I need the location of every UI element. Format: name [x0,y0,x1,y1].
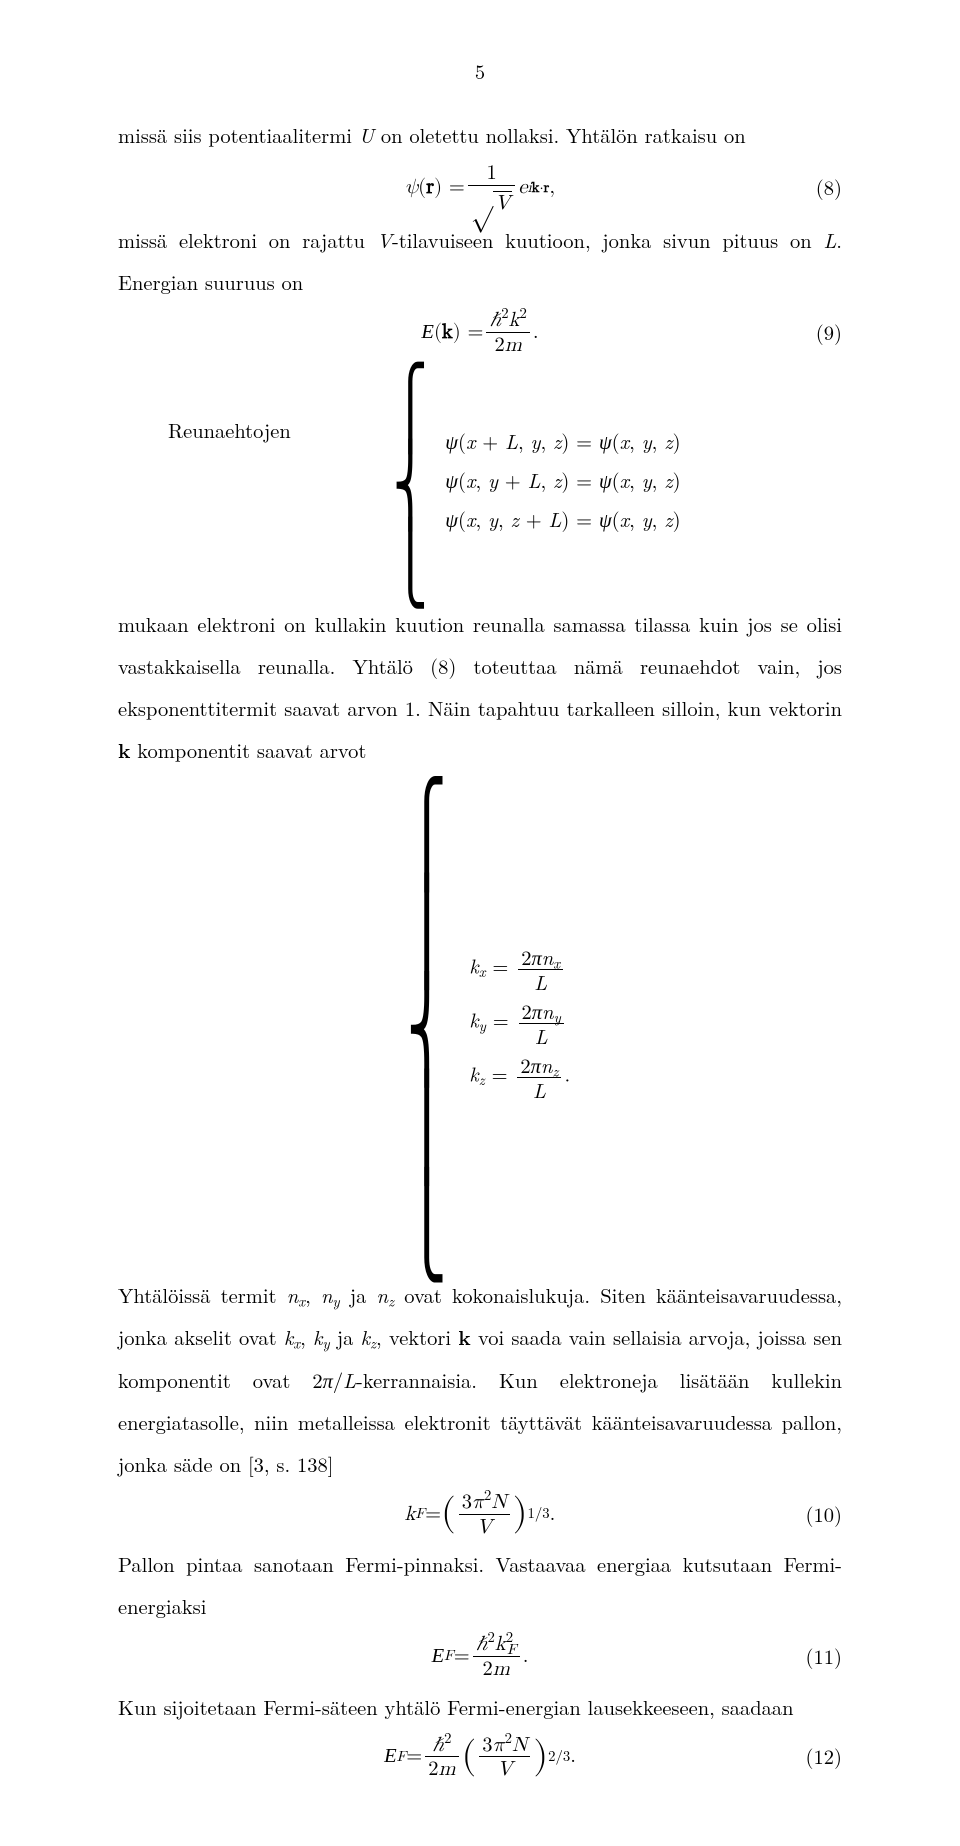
paragraph-5: Pallon pintaa sanotaan Fermi-pinnaksi. V… [118,1543,842,1627]
eq-number: (9) [816,320,842,345]
paragraph-3: mukaan elektroni on kullakin kuution reu… [118,603,842,772]
nx: n [287,1280,299,1309]
text: missä elektroni on rajattu [118,225,377,254]
vec-k: k [458,1323,470,1352]
equation-9: E(k) = ℏ2k2 2m . (9) [118,309,842,355]
text: , vektori [376,1322,458,1351]
kx: k [284,1322,293,1351]
text: on oletettu nollaksi. Yhtälön ratkaisu o… [374,120,746,149]
page: 5 missä siis potentiaalitermi U on olete… [0,0,960,1846]
text: komponentit saavat arvot [130,735,366,764]
eq-number: (10) [806,1502,842,1527]
paragraph-2: missä elektroni on rajattu V-tilavuiseen… [118,219,842,303]
reunaehtojen-label: Reunaehtojen [168,363,291,451]
cases-k: ⎧⎪⎨⎪⎩ kx = 2πnxL ky = 2πnyL kz = 2πnzL. [390,778,570,1268]
paragraph-1: missä siis potentiaalitermi U on oletett… [118,114,842,156]
var-L: L [823,225,836,254]
eq-body: ψ(r) = 1 √V eik·r, [405,162,555,213]
text: mukaan elektroni on kullakin kuution reu… [118,609,842,722]
eq-number: (8) [816,175,842,200]
vec-k: k [118,736,130,765]
cases: ⎧⎨⎩ ψ(x + L, y, z) = ψ(x, y, z) ψ(x, y +… [381,363,681,597]
text: -tilavuiseen kuutioon, jonka sivun pituu… [392,225,824,254]
cases-body: kx = 2πnxL ky = 2πnyL kz = 2πnzL. [469,946,570,1100]
text: ja [340,1280,377,1309]
eq-number: (12) [806,1744,842,1769]
text: Yhtälöissä termit [118,1280,287,1309]
paragraph-6: Kun sijoitetaan Fermi-säteen yhtälö Ferm… [118,1686,842,1728]
equation-10: kF = ( 3π2N V )1/3. (10) [118,1491,842,1537]
nz: n [377,1280,389,1309]
var-V: V [377,225,392,254]
eq-number: (11) [806,1644,842,1669]
eq-body: EF = ℏ2 2m ( 3π2N V )2/3. [384,1734,576,1780]
equation-k-components: ⎧⎪⎨⎪⎩ kx = 2πnxL ky = 2πnyL kz = 2πnzL. [118,778,842,1268]
equation-8: ψ(r) = 1 √V eik·r, (8) [118,162,842,213]
ny: n [321,1280,333,1309]
paragraph-4: Yhtälöissä termit nx, ny ja nz ovat koko… [118,1274,842,1485]
eq-body: EF = ℏ2k2F 2m . [432,1633,529,1679]
text: missä siis potentiaalitermi [118,120,359,149]
boundary-conditions: Reunaehtojen ⎧⎨⎩ ψ(x + L, y, z) = ψ(x, y… [168,363,842,597]
equation-11: EF = ℏ2k2F 2m . (11) [118,1633,842,1679]
var-U: U [359,120,374,149]
kz: k [361,1322,370,1351]
equation-12: EF = ℏ2 2m ( 3π2N V )2/3. (12) [118,1734,842,1780]
eq-body: kF = ( 3π2N V )1/3. [405,1491,556,1537]
eq-body: E(k) = ℏ2k2 2m . [421,309,538,355]
text: ja [330,1322,361,1351]
page-number: 5 [118,50,842,92]
cases-body: ψ(x + L, y, z) = ψ(x, y, z) ψ(x, y + L, … [445,428,680,532]
